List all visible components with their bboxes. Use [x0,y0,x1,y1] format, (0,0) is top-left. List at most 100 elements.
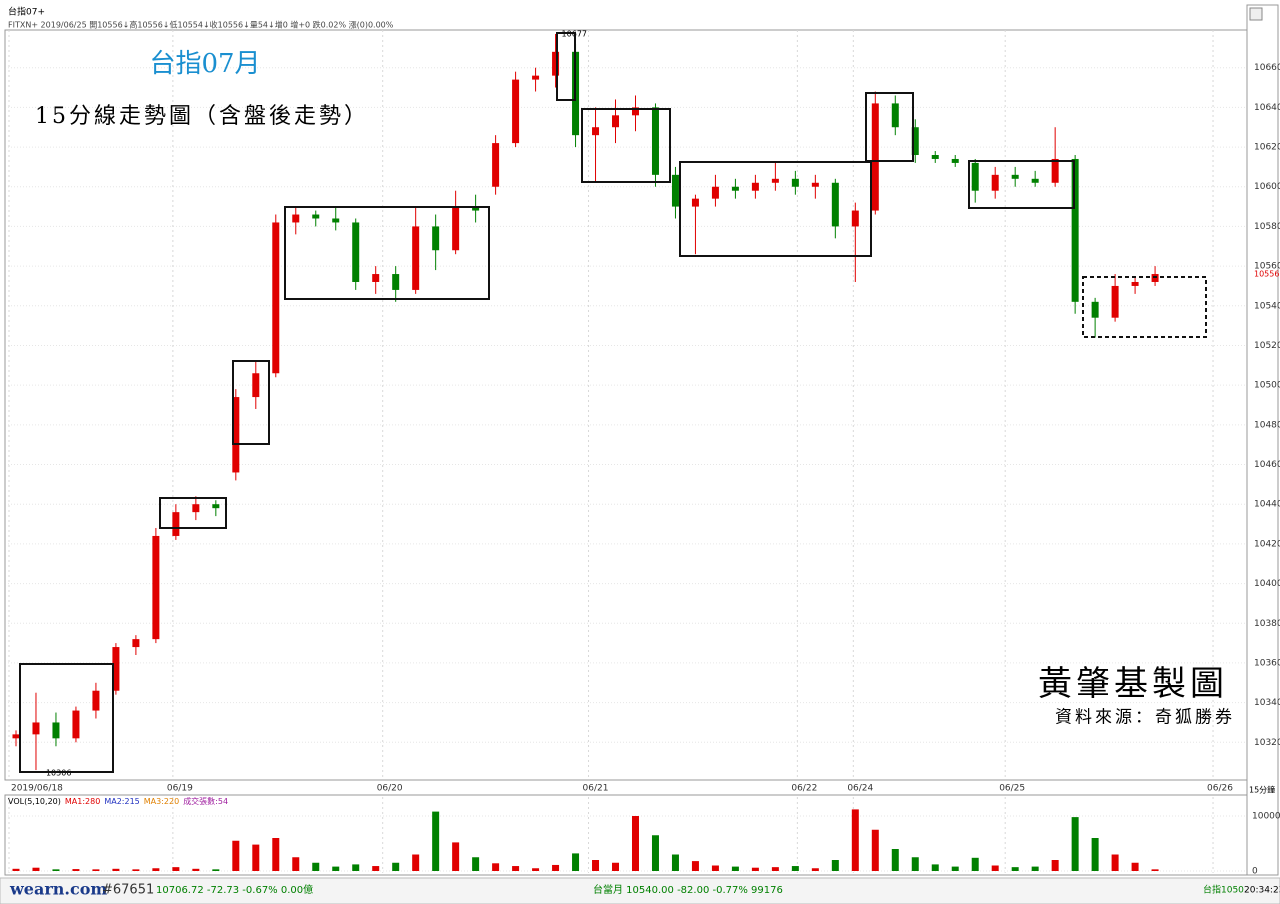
candle-body [272,222,280,374]
volume-bar [1011,867,1019,871]
highlight-boxes [19,32,1207,773]
volume-bar [332,866,340,871]
legend-item: 成交張數:54 [183,796,228,806]
volume-bar [631,816,639,871]
y-tick-label: 10380 [1254,619,1280,629]
candle-body [352,222,360,282]
volume-bar [552,864,560,871]
y-tick-label: 10520 [1254,341,1280,351]
volume-bar [891,849,899,871]
volume-bar [12,868,20,871]
box [865,92,914,162]
index-quote: 10706.72 -72.73 -0.67% 0.00億 [156,883,313,896]
volume-bar [172,867,180,871]
x-tick-label: 06/26 [1207,784,1233,794]
volume-bar [711,865,719,871]
candle-body [1071,158,1079,302]
y-tick-label: 10640 [1254,103,1280,113]
volume-bar [751,867,759,871]
volume-bar [971,857,979,871]
candle-body [432,226,440,251]
volume-bar [871,829,879,871]
y-tick-label: 10500 [1254,381,1280,391]
candle-body [132,639,140,648]
candle-body [911,127,919,155]
volume-bar [931,864,939,871]
legend-item: MA3:220 [144,797,179,806]
volume-bar [252,844,260,871]
author: 黃肇基製圖 [1038,664,1228,704]
candle-body [711,186,719,199]
status-bar [0,877,1280,904]
axis-frame [1246,4,1279,876]
clock: 20:34:23 [1244,886,1280,896]
symbol: 台指07+ [8,6,45,18]
x-tick-label: 06/21 [583,784,609,794]
candle-body [192,504,200,513]
candle-body [951,158,959,163]
x-tick-label: 06/22 [791,784,817,794]
y-tick-label: 10340 [1254,698,1280,708]
x-tick-label: 2019/06/18 [11,784,63,794]
volume-bar [52,869,60,871]
grid: 10320 10340 10360 10380 10400 10420 10440 10460… [8,30,1280,877]
candle-body [172,512,180,536]
box [1082,276,1207,338]
period-label: 15分鐘 [1249,785,1275,795]
candle-body [751,182,759,191]
chart-subtitle: 15分線走勢圖（含盤後走勢） [35,104,369,129]
candle-body [552,51,560,76]
legend-item: VOL(5,10,20) [8,797,61,806]
y-tick-label: 0 [1252,867,1258,877]
candle-body [851,210,859,227]
volume-bar [1151,869,1159,871]
candle-body [771,178,779,183]
candle-body [372,274,380,282]
volume-bar [731,866,739,871]
volume-bar [152,868,160,871]
candle-body [731,186,739,191]
box [556,32,576,101]
y-tick-label: 10360 [1254,658,1280,668]
volume-bar [432,811,440,871]
volume-bar [92,869,100,871]
y-tick-label: 10440 [1254,500,1280,510]
volume-bar [312,862,320,871]
candle-body [831,182,839,227]
box [679,161,872,257]
candle-body [891,103,899,128]
y-tick-label: 10580 [1254,222,1280,232]
candle-body [612,115,620,128]
volume-bar [651,835,659,871]
volume-bar [132,869,140,871]
volume-bar [991,865,999,871]
volume-bar [492,863,500,871]
candle-body [92,690,100,711]
volume-bar [352,864,360,871]
box [968,160,1075,209]
ticker: 台指1050 [1203,884,1244,896]
volume-frame [4,794,1248,876]
candle-body [312,214,320,219]
candle-body [871,103,879,211]
volume-bar [292,857,300,871]
x-tick-label: 06/24 [847,784,873,794]
y-tick-label: 10420 [1254,539,1280,549]
candle-body [232,397,240,473]
volume-bar [1131,862,1139,871]
candle-body [52,722,60,739]
candle-body [931,155,939,159]
candle-body [212,504,220,509]
candle-body [651,107,659,175]
candle-body [811,182,819,187]
volume-bar [1111,854,1119,871]
volume-bar [472,857,480,871]
source: 資料來源：奇狐勝券 [1055,708,1235,728]
candle-body [1011,174,1019,179]
quote: FITXN+ 2019/06/25 開10556↓高10556↓低10554↓收… [8,20,394,30]
window-button[interactable] [1249,7,1263,21]
box [284,206,490,300]
x-tick-label: 06/20 [377,784,403,794]
